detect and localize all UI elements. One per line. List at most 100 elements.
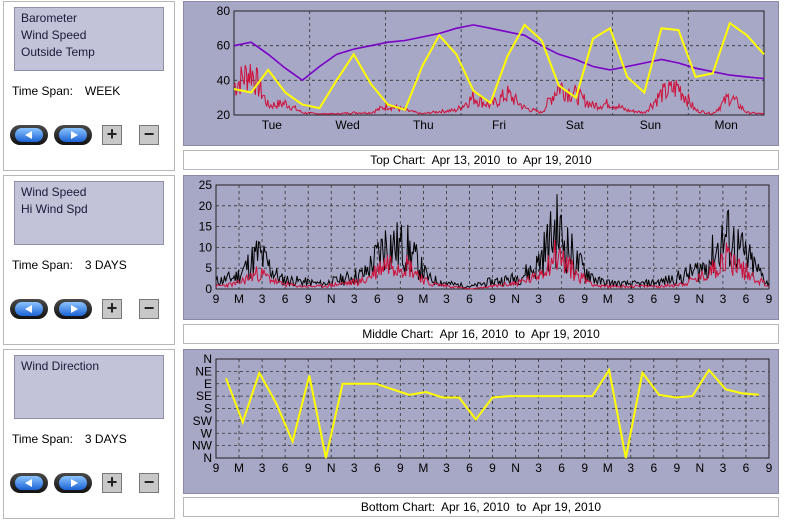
y-tick-label: NW bbox=[192, 439, 213, 453]
time-span-label: Time Span: bbox=[12, 432, 73, 446]
x-tick-label: 9 bbox=[581, 292, 588, 306]
right-arrow-icon bbox=[71, 305, 78, 313]
x-tick-label: 9 bbox=[213, 292, 220, 306]
zoom-in-button[interactable]: + bbox=[102, 473, 122, 493]
right-arrow-icon bbox=[71, 131, 78, 139]
middle-controls-panel: Wind Speed Hi Wind Spd Time Span: 3 DAYS … bbox=[3, 175, 175, 345]
top-chart[interactable]: Tue Wed Thu Fri Sat Sun Mon 20 40 60 80 bbox=[183, 1, 779, 146]
middle-chart-caption: Middle Chart: Apr 16, 2010 to Apr 19, 20… bbox=[183, 324, 779, 344]
x-tick-label: N bbox=[511, 292, 520, 306]
series-item[interactable]: Outside Temp bbox=[21, 45, 95, 59]
y-tick-label: N bbox=[203, 352, 212, 366]
x-tick-label: N bbox=[327, 292, 336, 306]
y-tick-label: W bbox=[201, 426, 213, 440]
x-tick-label: 3 bbox=[443, 292, 450, 306]
x-tick-label: 3 bbox=[259, 461, 266, 475]
top-chart-caption: Top Chart: Apr 13, 2010 to Apr 19, 2010 bbox=[183, 150, 779, 170]
wind-speed-series-line bbox=[215, 239, 770, 290]
x-tick-label: 6 bbox=[466, 292, 473, 306]
bottom-chart-caption: Bottom Chart: Apr 16, 2010 to Apr 19, 20… bbox=[183, 497, 779, 517]
zoom-out-button[interactable]: − bbox=[139, 125, 159, 145]
series-item[interactable]: Hi Wind Spd bbox=[21, 202, 88, 216]
x-tick-label: 3 bbox=[351, 292, 358, 306]
x-tick-label: 9 bbox=[489, 461, 496, 475]
bottom-controls-panel: Wind Direction Time Span: 3 DAYS + − bbox=[3, 349, 175, 519]
y-tick-label: 25 bbox=[199, 178, 213, 192]
next-button[interactable] bbox=[54, 125, 92, 145]
zoom-out-button[interactable]: − bbox=[139, 473, 159, 493]
x-tick-label: 3 bbox=[351, 461, 358, 475]
x-tick-label: N bbox=[696, 461, 705, 475]
previous-button[interactable] bbox=[10, 299, 48, 319]
x-tick-label: Wed bbox=[335, 118, 359, 132]
x-tick-label: N bbox=[327, 461, 336, 475]
series-item[interactable]: Wind Direction bbox=[21, 359, 100, 373]
y-tick-label: SE bbox=[196, 389, 212, 403]
x-tick-label: N bbox=[511, 461, 520, 475]
x-tick-label: Tue bbox=[262, 118, 283, 132]
series-item[interactable]: Barometer bbox=[21, 11, 78, 25]
x-tick-label: 3 bbox=[627, 292, 634, 306]
x-tick-label: 6 bbox=[558, 292, 565, 306]
series-listbox[interactable]: Barometer Wind Speed Outside Temp bbox=[14, 7, 164, 71]
previous-button[interactable] bbox=[10, 125, 48, 145]
wind-speed-series-line bbox=[233, 63, 765, 115]
bottom-chart[interactable]: 9 M 3 6 9 N 3 6 9 M 3 6 9 N 3 6 9 M 3 6 9 N 3 6 9 N NW W SW S SE E NE N bbox=[183, 349, 779, 494]
series-listbox[interactable]: Wind Direction bbox=[14, 355, 164, 419]
x-tick-label: 9 bbox=[305, 461, 312, 475]
x-tick-label: M bbox=[418, 292, 428, 306]
x-tick-label: M bbox=[603, 292, 613, 306]
series-item[interactable]: Wind Speed bbox=[21, 28, 87, 42]
x-tick-label: 9 bbox=[213, 461, 220, 475]
y-tick-label: 5 bbox=[205, 261, 212, 275]
x-tick-label: Sat bbox=[566, 118, 585, 132]
y-tick-label: 15 bbox=[199, 220, 213, 234]
x-tick-label: 9 bbox=[397, 292, 404, 306]
time-span: Time Span: 3 DAYS bbox=[12, 432, 127, 446]
wind-direction-series-line bbox=[225, 367, 760, 459]
right-arrow-icon bbox=[71, 479, 78, 487]
x-tick-label: 3 bbox=[443, 461, 450, 475]
time-span-value: 3 DAYS bbox=[84, 432, 127, 446]
plot-frame bbox=[215, 184, 770, 290]
x-tick-label: 6 bbox=[650, 292, 657, 306]
next-button[interactable] bbox=[54, 299, 92, 319]
x-tick-label: 3 bbox=[720, 461, 727, 475]
hi-wind-speed-series-line bbox=[215, 194, 770, 290]
y-tick-label: E bbox=[204, 377, 212, 391]
x-tick-label: 9 bbox=[581, 461, 588, 475]
y-tick-label: 20 bbox=[217, 108, 231, 122]
x-tick-label: 6 bbox=[650, 461, 657, 475]
previous-button[interactable] bbox=[10, 473, 48, 493]
middle-chart[interactable]: 9 M 3 6 9 N 3 6 9 M 3 6 9 N 3 6 9 M 3 6 9 N 3 6 9 0 5 10 15 20 25 bbox=[183, 175, 779, 320]
zoom-in-button[interactable]: + bbox=[102, 299, 122, 319]
x-tick-label: 6 bbox=[374, 292, 381, 306]
x-tick-label: 6 bbox=[282, 461, 289, 475]
series-item[interactable]: Wind Speed bbox=[21, 185, 87, 199]
next-button[interactable] bbox=[54, 473, 92, 493]
x-tick-label: 9 bbox=[673, 292, 680, 306]
x-tick-label: 3 bbox=[720, 292, 727, 306]
time-span: Time Span: 3 DAYS bbox=[12, 258, 127, 272]
x-tick-label: 9 bbox=[673, 461, 680, 475]
y-tick-label: NE bbox=[195, 364, 212, 378]
zoom-in-button[interactable]: + bbox=[102, 125, 122, 145]
x-tick-label: M bbox=[418, 461, 428, 475]
y-tick-label: 40 bbox=[217, 73, 231, 87]
x-tick-label: 9 bbox=[766, 292, 773, 306]
x-tick-label: 6 bbox=[374, 461, 381, 475]
plot-frame bbox=[233, 10, 765, 116]
y-tick-label: 60 bbox=[217, 39, 231, 53]
x-tick-label: 9 bbox=[766, 461, 773, 475]
time-span-value: 3 DAYS bbox=[84, 258, 127, 272]
x-tick-label: 6 bbox=[466, 461, 473, 475]
x-tick-label: N bbox=[696, 292, 705, 306]
x-tick-label: 6 bbox=[743, 292, 750, 306]
x-tick-label: 6 bbox=[282, 292, 289, 306]
x-tick-label: 3 bbox=[259, 292, 266, 306]
y-tick-label: 20 bbox=[199, 199, 213, 213]
series-listbox[interactable]: Wind Speed Hi Wind Spd bbox=[14, 181, 164, 245]
x-tick-label: 9 bbox=[489, 292, 496, 306]
zoom-out-button[interactable]: − bbox=[139, 299, 159, 319]
x-tick-label: Fri bbox=[492, 118, 506, 132]
